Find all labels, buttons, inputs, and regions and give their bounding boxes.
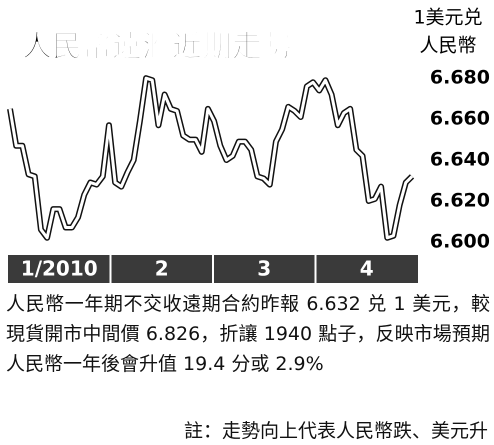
x-tick-label: 4 bbox=[360, 257, 374, 281]
chart-title: 人民幣遠滙近期走勢 bbox=[22, 30, 292, 65]
x-tick-label: 2 bbox=[155, 257, 169, 281]
note: 註：走勢向上代表人民幣跌、美元升 bbox=[183, 420, 488, 442]
y-tick-label: 6.660 bbox=[430, 108, 490, 130]
line-outline bbox=[7, 75, 415, 241]
y-axis-label: 人民幣 bbox=[419, 35, 476, 57]
x-tick-label: 1/2010 bbox=[21, 257, 98, 281]
y-tick-label: 6.680 bbox=[430, 67, 490, 89]
y-tick-label: 6.640 bbox=[430, 149, 490, 171]
y-tick-label: 6.600 bbox=[430, 230, 490, 252]
chart: 人民幣遠滙近期走勢 1美元兑 人民幣 6.600 6.620 6.640 6.660 6… bbox=[7, 7, 490, 283]
line bbox=[8, 76, 414, 240]
x-tick-label: 3 bbox=[257, 257, 271, 281]
y-axis-label: 1美元兑 bbox=[413, 7, 482, 29]
y-tick-label: 6.620 bbox=[430, 189, 490, 211]
caption: 人民幣一年期不交收遠期合約昨報 6.632 兑 1 美元，較現貨開市中間價 6.… bbox=[6, 293, 490, 375]
